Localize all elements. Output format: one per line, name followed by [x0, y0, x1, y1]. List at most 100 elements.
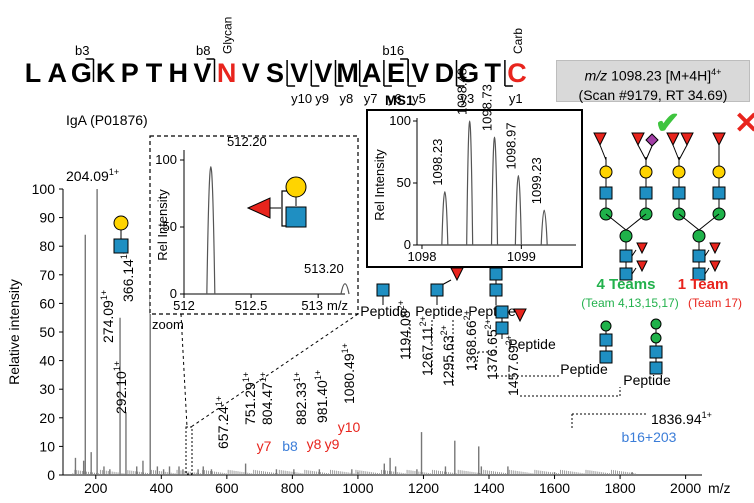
- right-team-title: 1 Team: [678, 276, 729, 293]
- ion-label: y9: [325, 436, 340, 452]
- glycan-link: [605, 213, 627, 231]
- ms1-peak-label: 1099.23: [529, 157, 544, 204]
- glcnac-icon: [619, 249, 633, 263]
- residue: V: [411, 58, 429, 88]
- glycan-link: [704, 267, 710, 275]
- peptide-label: Peptide: [623, 372, 671, 388]
- x-tick-label: 600: [215, 480, 239, 496]
- ms1-peak-label: 1098.23: [430, 139, 445, 186]
- peak-label: 804.471+: [258, 372, 275, 425]
- residue: S: [266, 58, 284, 88]
- x-tick-label: 1600: [539, 480, 570, 496]
- y-axis-label: Relative intensity: [6, 279, 22, 385]
- peak-label: 1295.632+: [439, 325, 456, 386]
- x-tick-label: 1000: [342, 480, 373, 496]
- peak-mz: 1194.08: [397, 310, 413, 360]
- ms1-peak-label: 1098.97: [503, 123, 518, 170]
- y-ion-label: y6: [388, 91, 402, 106]
- glycan-link: [475, 351, 479, 372]
- glycan-link: [678, 144, 688, 161]
- ms1-x-tick-label: 1099: [507, 249, 536, 264]
- zoom-ticks: 0 50 100 512 512.5 513: [155, 152, 323, 313]
- x-tick-label: 1400: [473, 480, 504, 496]
- zoom-guide-right: [190, 313, 359, 428]
- glcnac-icon: [489, 267, 503, 281]
- ms1-x-tick-label: 1098: [408, 249, 437, 264]
- ms1-peak: [540, 209, 548, 246]
- glcnac-icon: [495, 305, 509, 319]
- y-tick-label: 100: [32, 181, 56, 197]
- x-ticks: 200 400 600 800 1000 1200 1400 1600 1800 2000: [84, 475, 701, 496]
- y-tick-label: 0: [47, 467, 55, 483]
- residue: G: [458, 58, 479, 88]
- zoom-x-tick-label: 512: [173, 298, 195, 313]
- glycan-link: [645, 145, 653, 161]
- galactose-icon: [712, 165, 726, 179]
- peak-mz: 1376.65: [484, 329, 500, 380]
- x-tick-label: 1200: [408, 480, 439, 496]
- modification-label: Glycan: [221, 17, 235, 54]
- glycan-link: [631, 249, 637, 257]
- residue: N: [217, 58, 237, 88]
- ion-label: y7: [257, 438, 272, 454]
- y-ticks: 0 10 20 30 40 50 60 70 80 90 100: [32, 181, 63, 483]
- peak-label: 1376.652+: [483, 319, 500, 380]
- residue: P: [121, 58, 139, 88]
- x-tick-label: 2000: [670, 480, 701, 496]
- zoom-guide-left: [180, 313, 188, 428]
- y-tick-label: 30: [39, 381, 55, 397]
- mannose-icon: [650, 318, 662, 330]
- residue: V: [193, 58, 211, 88]
- peak-label: 751.291+: [241, 372, 258, 425]
- peak-charge: 1+: [241, 372, 251, 382]
- zoom-peak-label-513: 513.20: [304, 261, 344, 276]
- glcnac-icon: [649, 345, 663, 359]
- zoom-y-tick-label: 50: [163, 219, 177, 234]
- fucose-icon: [712, 132, 726, 147]
- peak-label: 204.091+: [66, 167, 119, 184]
- residue: E: [387, 58, 405, 88]
- peptide-label: Peptide: [360, 303, 408, 319]
- mannose-icon: [619, 229, 633, 243]
- glycan-link: [637, 144, 647, 161]
- peak-charge: 1+: [119, 249, 129, 259]
- peak-charge: 2+: [504, 335, 514, 345]
- galactose-icon: [639, 165, 653, 179]
- b-ion-label: b8: [196, 43, 210, 58]
- main-plot: 0 10 20 30 40 50 60 70 80 90 100 200 400 600 800 1000 1…: [6, 181, 731, 496]
- galactose-icon: [285, 176, 307, 198]
- y-tick-label: 60: [39, 295, 55, 311]
- peak-label: 1368.662+: [462, 310, 479, 371]
- ms1-peak: [466, 120, 474, 246]
- peak-label: 657.241+: [214, 396, 231, 449]
- glycan-366: [113, 215, 129, 254]
- glcnac-icon: [599, 350, 613, 364]
- ms1-peak-label: 1098.48: [455, 68, 470, 115]
- x-tick-label: 800: [281, 480, 305, 496]
- ion-label: y10: [338, 419, 361, 435]
- ms1-peak: [514, 174, 522, 246]
- peak-mz: 1368.66: [463, 320, 479, 371]
- peak-mz: 1080.49: [341, 353, 357, 404]
- glcnac-icon: [495, 321, 509, 335]
- ms1-inset: MS1 0 50 100 1098 1099 Rel Intensity 1098.23…: [366, 68, 583, 268]
- glcnac-icon: [649, 361, 663, 375]
- galactose-icon: [599, 165, 613, 179]
- y-ion-label: y5: [412, 91, 426, 106]
- ms1-frame: [366, 109, 583, 268]
- y-tick-label: 40: [39, 353, 55, 369]
- zoom-peak: [206, 166, 216, 295]
- zoom-caption: zoom: [152, 317, 184, 332]
- ms1-peak: [490, 136, 499, 246]
- peak-charge: 1+: [340, 343, 350, 353]
- fucose-icon: [680, 132, 694, 147]
- peak-label: 1194.082+: [396, 300, 413, 360]
- y-ion-label: y8: [340, 91, 354, 106]
- peak-charge: 1+: [702, 410, 712, 420]
- zoom-x-tick-label: 512.5: [235, 298, 268, 313]
- fucose-icon: [709, 260, 721, 273]
- residue: H: [168, 58, 188, 88]
- modification-label: Carb: [511, 28, 525, 54]
- ms1-peak-label: 1098.73: [480, 84, 495, 131]
